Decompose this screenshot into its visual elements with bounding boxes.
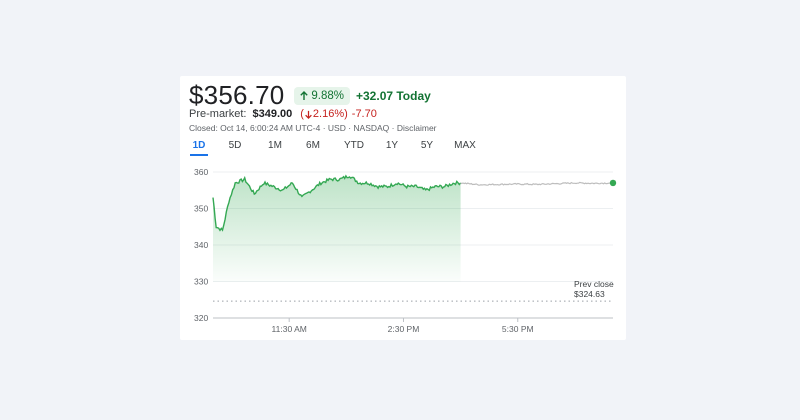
y-tick-label: 320 [194,313,208,323]
stock-quote-card: $356.70 9.88% +32.07 Today Pre-market: $… [180,76,626,340]
x-tick-label: 11:30 AM [272,324,307,334]
tab-1d[interactable]: 1D [190,140,208,156]
price-area-fill [213,175,461,282]
tab-5y[interactable]: 5Y [420,140,434,151]
change-today: +32.07 Today [356,88,431,103]
premarket-row: Pre-market: $349.00 (2.16%) -7.70 [189,108,377,120]
closed-info[interactable]: Closed: Oct 14, 6:00:24 AM UTC-4 · USD ·… [189,123,437,133]
tab-1y[interactable]: 1Y [385,140,399,151]
change-percent: 9.88% [311,89,344,102]
range-tabs: 1D 5D 1M 6M YTD 1Y 5Y MAX [190,140,478,156]
after-hours-line [460,181,614,186]
last-price-dot [609,179,617,187]
y-tick-label: 360 [194,167,208,177]
arrow-down-icon [305,110,312,119]
x-tick-label: 5:30 PM [502,324,534,334]
tab-6m[interactable]: 6M [306,140,320,151]
price-row: $356.70 9.88% +32.07 Today [189,80,431,111]
arrow-up-icon [300,90,309,100]
tab-ytd[interactable]: YTD [344,140,364,151]
y-tick-label: 350 [194,204,208,214]
prev-close-value: $324.63 [574,289,605,299]
current-price: $356.70 [189,80,285,110]
x-tick-label: 2:30 PM [388,324,420,334]
price-chart[interactable]: 360 350 340 330 320 11:30 AM 2:30 PM 5:30 PM P… [180,76,626,340]
premarket-percent: (2.16%) [300,108,348,120]
change-percent-badge: 9.88% [294,86,350,105]
premarket-label: Pre-market: [189,108,247,120]
tab-1m[interactable]: 1M [268,140,282,151]
y-tick-label: 330 [194,277,208,287]
y-tick-label: 340 [194,240,208,250]
premarket-change: -7.70 [351,108,377,120]
prev-close-label: Prev close [574,279,614,289]
tab-max[interactable]: MAX [454,140,476,151]
premarket-price: $349.00 [252,108,293,120]
premarket-percent-value: 2.16% [312,108,345,120]
price-line [212,174,462,232]
tab-5d[interactable]: 5D [228,140,242,151]
